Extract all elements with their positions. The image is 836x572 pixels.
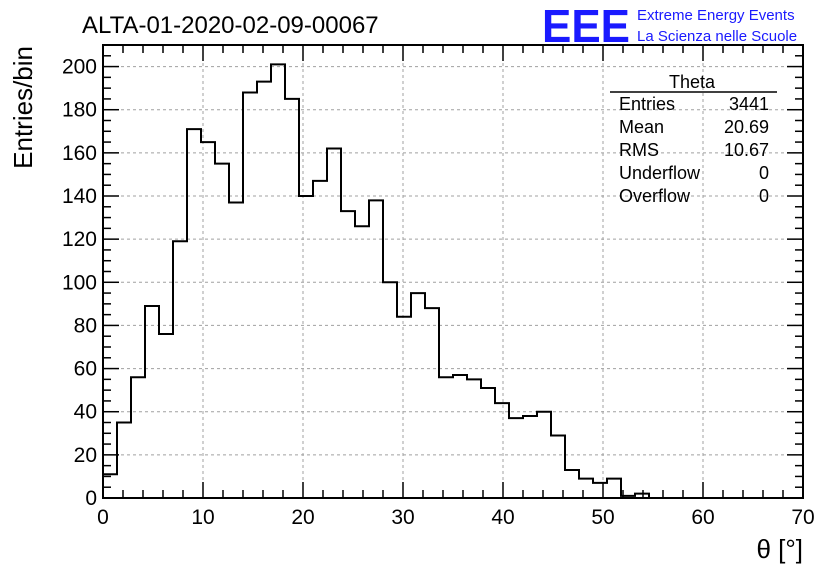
stats-row-value: 0 bbox=[759, 186, 769, 206]
plot-frame bbox=[102, 44, 804, 499]
histogram-bin bbox=[397, 317, 411, 498]
histogram-bin bbox=[355, 226, 369, 498]
histogram-bin bbox=[523, 416, 537, 498]
histogram-bin bbox=[117, 423, 131, 499]
x-axis-title: θ [°] bbox=[756, 534, 803, 564]
y-tick-label: 200 bbox=[62, 56, 97, 79]
y-tick-label: 180 bbox=[62, 99, 97, 122]
histogram-bin bbox=[439, 377, 453, 498]
x-tick-label: 30 bbox=[391, 506, 414, 529]
stats-row-label: RMS bbox=[619, 140, 659, 160]
y-axis-title: Entries/bin bbox=[8, 46, 38, 169]
x-tick-label: 10 bbox=[191, 506, 214, 529]
histogram-bin bbox=[411, 293, 425, 498]
stats-row-value: 10.67 bbox=[724, 140, 769, 160]
histogram-bin bbox=[159, 334, 173, 498]
eee-logo: EEE Extreme Energy Events La Scienza nel… bbox=[542, 0, 797, 52]
y-tick-label: 60 bbox=[74, 358, 97, 381]
histogram-bin bbox=[607, 479, 621, 498]
x-tick-label: 0 bbox=[97, 506, 109, 529]
histogram-bin bbox=[103, 474, 117, 498]
stats-row-value: 3441 bbox=[729, 94, 769, 114]
histogram-bin bbox=[229, 202, 243, 498]
chart-title: ALTA-01-2020-02-09-00067 bbox=[82, 12, 379, 39]
y-tick-label: 20 bbox=[74, 444, 97, 467]
histogram-bin bbox=[565, 470, 579, 498]
histogram-bin bbox=[257, 82, 271, 498]
histogram-bin bbox=[467, 379, 481, 498]
y-tick-label: 140 bbox=[62, 185, 97, 208]
logo-line1: Extreme Energy Events bbox=[637, 7, 795, 24]
y-tick-label: 100 bbox=[62, 271, 97, 294]
stats-row-value: 20.69 bbox=[724, 117, 769, 137]
histogram-bin bbox=[271, 64, 285, 498]
stats-rows: Entries 3441 Mean 20.69 RMS 10.67 Underflow 0 Ov… bbox=[619, 94, 769, 206]
stats-row-value: 0 bbox=[759, 163, 769, 183]
x-tick-label: 60 bbox=[691, 506, 714, 529]
axes: 0 10 20 30 40 50 60 70 0 20 40 60 80 100 120 140 160 180 2… bbox=[62, 44, 815, 529]
histogram-bin bbox=[551, 435, 565, 498]
stats-row-label: Mean bbox=[619, 117, 664, 137]
y-tick-label: 80 bbox=[74, 314, 97, 337]
x-tick-label: 40 bbox=[491, 506, 514, 529]
stats-row-label: Overflow bbox=[619, 186, 691, 206]
histogram-bin bbox=[299, 196, 313, 498]
histogram-bin bbox=[593, 483, 607, 498]
logo-line2: La Scienza nelle Scuole bbox=[637, 28, 797, 45]
histogram-bars bbox=[102, 63, 663, 499]
histogram-bin bbox=[173, 241, 187, 498]
y-tick-label: 0 bbox=[85, 487, 97, 510]
histogram-bin bbox=[425, 308, 439, 498]
stats-box: Theta Entries 3441 Mean 20.69 RMS 10.67 Underf… bbox=[610, 72, 777, 206]
histogram-bin bbox=[495, 403, 509, 498]
logo-mark: EEE bbox=[542, 0, 630, 52]
histogram-bin bbox=[453, 375, 467, 498]
stats-row-label: Entries bbox=[619, 94, 675, 114]
histogram-bin bbox=[481, 388, 495, 498]
histogram-bin bbox=[383, 282, 397, 498]
histogram-bin bbox=[285, 99, 299, 498]
histogram-bin bbox=[215, 164, 229, 498]
histogram-bin bbox=[187, 129, 201, 498]
stats-title: Theta bbox=[669, 72, 716, 92]
histogram-bin bbox=[327, 149, 341, 498]
histogram-bin bbox=[131, 377, 145, 498]
histogram-bin bbox=[369, 200, 383, 498]
grid-lines bbox=[103, 45, 803, 498]
x-tick-label: 20 bbox=[291, 506, 314, 529]
histogram-bin bbox=[509, 418, 523, 498]
histogram-bin bbox=[313, 181, 327, 498]
histogram-bin bbox=[145, 306, 159, 498]
x-tick-label: 50 bbox=[591, 506, 614, 529]
y-tick-label: 160 bbox=[62, 142, 97, 165]
y-tick-label: 40 bbox=[74, 401, 97, 424]
x-tick-label: 70 bbox=[791, 506, 814, 529]
stats-row-label: Underflow bbox=[619, 163, 701, 183]
y-tick-label: 120 bbox=[62, 228, 97, 251]
histogram-bin bbox=[579, 479, 593, 498]
histogram-outline bbox=[102, 63, 663, 499]
